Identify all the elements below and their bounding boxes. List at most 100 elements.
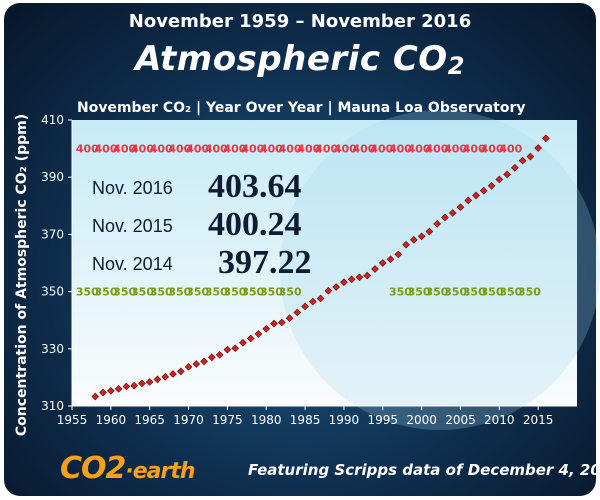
annotation-350-19: 350 (518, 286, 541, 299)
annotation-400-20: 400 (444, 143, 467, 156)
data-point-1991 (347, 275, 356, 284)
data-point-2010 (495, 175, 504, 184)
data-point-2001 (425, 227, 434, 236)
annotation-350-7: 350 (205, 286, 228, 299)
data-point-1994 (371, 265, 379, 273)
data-point-1959 (99, 388, 107, 397)
annotation-400-18: 400 (408, 143, 431, 156)
annotation-350-4: 350 (150, 286, 173, 299)
annotation-400-7: 400 (205, 143, 228, 156)
x-tick-label-2010: 2010 (484, 413, 515, 427)
stat-label-2015: Nov. 2015 (92, 216, 173, 236)
co2-earth-logo: CO2·earth (60, 451, 196, 486)
data-point-2015 (534, 144, 542, 152)
x-tick-label-1975: 1975 (212, 413, 243, 427)
data-point-2013 (518, 156, 527, 165)
annotation-400-8: 400 (224, 143, 247, 156)
data-point-2006 (464, 196, 473, 205)
annotation-400-15: 400 (352, 143, 375, 156)
data-point-2016 (542, 134, 550, 143)
logo-word: ·earth (125, 459, 195, 484)
data-point-1997 (394, 250, 403, 259)
y-tick-label-310: 310 (41, 399, 64, 413)
annotation-350-12: 350 (389, 286, 412, 299)
data-point-1967 (161, 373, 170, 381)
x-tick-label-1955: 1955 (57, 413, 88, 427)
data-point-1971 (192, 360, 201, 368)
data-point-1978 (246, 334, 255, 343)
x-tick-label-1985: 1985 (290, 413, 321, 427)
x-tick-label-1995: 1995 (367, 413, 398, 427)
data-point-1958 (91, 392, 100, 401)
data-point-1960 (107, 387, 115, 395)
data-point-2011 (503, 170, 511, 179)
stat-label-2016: Nov. 2016 (92, 178, 173, 198)
data-point-1975 (223, 345, 232, 354)
data-point-1979 (254, 330, 263, 338)
annotation-400-3: 400 (131, 143, 154, 156)
x-tick-label-2005: 2005 (445, 413, 476, 427)
x-tick-label-2015: 2015 (523, 413, 554, 427)
annotation-400-11: 400 (279, 143, 302, 156)
data-point-2002 (433, 219, 441, 228)
annotation-400-13: 400 (315, 143, 338, 156)
annotation-400-16: 400 (370, 143, 393, 156)
annotation-350-8: 350 (224, 286, 247, 299)
annotation-350-15: 350 (444, 286, 467, 299)
annotation-400-22: 400 (481, 143, 504, 156)
chart-subtitle: November CO₂ | Year Over Year | Mauna Lo… (77, 100, 526, 116)
data-point-1986 (309, 297, 317, 306)
annotation-400-14: 400 (334, 143, 357, 156)
chart-title: Atmospheric CO2 (4, 39, 596, 80)
x-tick-label-1960: 1960 (96, 413, 127, 427)
data-point-1989 (332, 283, 340, 291)
data-point-1964 (138, 379, 146, 388)
annotation-350-9: 350 (241, 286, 264, 299)
data-point-1993 (363, 271, 372, 280)
annotation-400-6: 400 (186, 143, 209, 156)
annotation-350-0: 350 (76, 286, 99, 299)
stat-label-2014: Nov. 2014 (92, 254, 173, 274)
data-point-2012 (511, 163, 519, 172)
annotation-350-3: 350 (131, 286, 154, 299)
y-tick-label-410: 410 (41, 113, 64, 127)
annotation-400-23: 400 (499, 143, 522, 156)
data-point-2005 (456, 203, 465, 212)
annotation-400-19: 400 (426, 143, 449, 156)
data-point-1977 (239, 338, 247, 347)
annotation-350-1: 350 (95, 286, 118, 299)
annotation-400-21: 400 (463, 143, 486, 156)
x-tick-label-1990: 1990 (329, 413, 360, 427)
chart-title-subscript: 2 (447, 52, 465, 80)
annotation-400-17: 400 (389, 143, 412, 156)
data-point-1987 (316, 294, 325, 303)
data-point-1968 (169, 370, 177, 378)
data-point-1972 (200, 357, 208, 366)
data-point-2004 (448, 209, 457, 217)
annotation-400-0: 400 (76, 143, 99, 156)
chart-title-main: Atmospheric CO (135, 39, 448, 79)
x-tick-label-1970: 1970 (173, 413, 204, 427)
data-point-1984 (293, 308, 302, 317)
data-point-2003 (441, 213, 449, 222)
data-point-1992 (355, 273, 364, 282)
y-tick-label-370: 370 (41, 227, 64, 241)
annotation-350-6: 350 (186, 286, 209, 299)
annotation-350-13: 350 (408, 286, 431, 299)
data-point-1970 (184, 362, 193, 371)
data-point-1996 (386, 255, 395, 264)
y-tick-label-330: 330 (41, 342, 64, 356)
annotation-400-12: 400 (297, 143, 320, 156)
data-point-1974 (215, 350, 224, 359)
data-point-1963 (130, 381, 138, 390)
data-point-1983 (285, 314, 294, 323)
y-axis-label: Concentration of Atmospheric CO₂ (ppm) (14, 113, 30, 437)
stat-value-2014: 397.22 (218, 244, 312, 281)
footer-credit: Featuring Scripps data of December 4, 20… (248, 461, 600, 479)
data-point-1965 (145, 378, 154, 386)
data-point-1988 (324, 286, 333, 295)
data-point-2000 (417, 232, 426, 241)
data-point-1981 (270, 319, 278, 328)
data-point-1995 (378, 259, 387, 267)
